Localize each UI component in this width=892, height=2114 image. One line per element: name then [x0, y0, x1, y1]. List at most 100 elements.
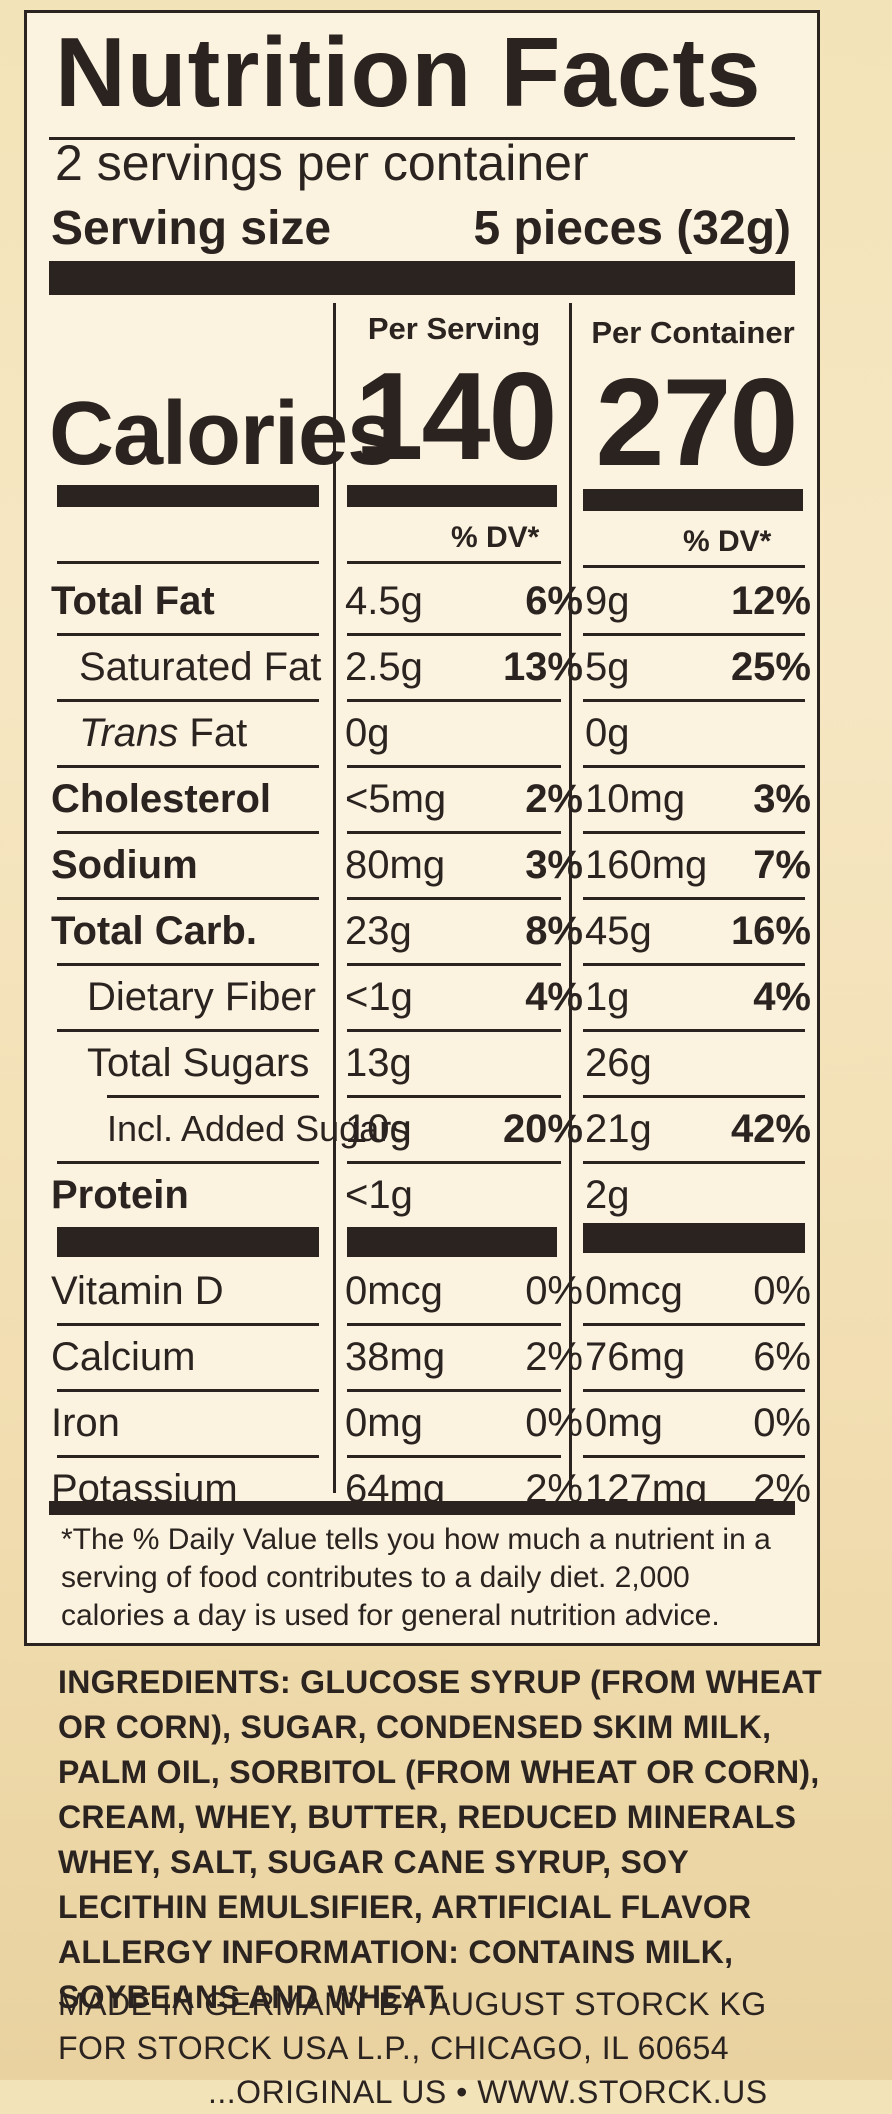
dv-container: 0%	[753, 1269, 811, 1313]
vitamin-row: Vitamin D 0mcg 0% 0mcg 0%	[27, 1259, 817, 1323]
nutrient-name: Total Sugars	[87, 1041, 310, 1085]
calories-bar-3	[583, 489, 803, 511]
serving-size-label: Serving size	[51, 202, 332, 255]
nutrient-name: Total Carb.	[51, 909, 257, 953]
amount-serving: 38mg	[345, 1335, 446, 1379]
nutrient-name: Sodium	[51, 843, 198, 887]
dv-serving: 20%	[502, 1107, 583, 1151]
ingredients-text: INGREDIENTS: GLUCOSE SYRUP (FROM WHEAT O…	[58, 1664, 823, 1925]
dv-container: 0%	[753, 1401, 811, 1445]
daily-value-footnote: *The % Daily Value tells you how much a …	[61, 1523, 771, 1632]
dv-serving: 0%	[525, 1401, 583, 1445]
dv-container: 6%	[753, 1335, 811, 1379]
dv-rule-3	[583, 565, 805, 568]
amount-serving: 0mcg	[345, 1269, 443, 1313]
nutrition-facts-title: Nutrition Facts	[55, 17, 762, 127]
amount-container: 26g	[585, 1041, 652, 1085]
amount-container: 1g	[585, 975, 630, 1019]
calories-per-container: 270	[595, 354, 799, 492]
nutrient-name: Incl. Added Sugars	[107, 1108, 410, 1149]
amount-container: 0g	[585, 711, 630, 755]
serving-size-value: 5 pieces (32g)	[473, 202, 791, 255]
dv-container: 42%	[730, 1107, 811, 1151]
column-divider-1	[333, 303, 336, 1493]
dv-serving: 2%	[525, 777, 583, 821]
vitamin-name: Vitamin D	[51, 1269, 224, 1313]
allergy-text: ALLERGY INFORMATION: CONTAINS MILK, SOYB…	[58, 1934, 734, 2015]
nutrient-row: Protein <1g 2g	[27, 1163, 817, 1227]
nutrient-name: Protein	[51, 1173, 189, 1217]
amount-container: 160mg	[585, 843, 708, 887]
amount-container: 0mcg	[585, 1269, 683, 1313]
nutrient-row: Total Sugars 13g 26g	[27, 1031, 817, 1095]
calories-label: Calories	[49, 384, 397, 484]
nutrient-name: Saturated Fat	[79, 645, 322, 689]
amount-serving: 10g	[345, 1107, 412, 1151]
vitamin-row: Iron 0mg 0% 0mg 0%	[27, 1391, 817, 1455]
nutrient-name: Trans Fat	[79, 711, 248, 755]
protein-bar-1	[57, 1227, 319, 1257]
dv-container: 7%	[753, 843, 811, 887]
footnote-bar	[49, 1501, 795, 1515]
nutrient-row: Total Fat 4.5g 6% 9g 12%	[27, 569, 817, 633]
nutrient-row: Incl. Added Sugars 10g 20% 21g 42%	[27, 1097, 817, 1161]
amount-container: 5g	[585, 645, 630, 689]
dv-rule-1	[57, 561, 319, 564]
nutrient-row: Cholesterol <5mg 2% 10mg 3%	[27, 767, 817, 831]
dv-serving: 13%	[502, 645, 583, 689]
dv-container: 25%	[730, 645, 811, 689]
amount-container: 0mg	[585, 1401, 663, 1445]
per-serving-header: Per Serving	[367, 311, 541, 346]
dv-serving: 0%	[525, 1269, 583, 1313]
nutrient-name: Cholesterol	[51, 777, 272, 821]
servings-per-container: 2 servings per container	[55, 135, 589, 191]
nutrient-row: Total Carb. 23g 8% 45g 16%	[27, 899, 817, 963]
amount-serving: 0mg	[345, 1401, 423, 1445]
nutrient-row: Trans Fat 0g 0g	[27, 701, 817, 765]
amount-container: 76mg	[585, 1335, 686, 1379]
calories-bar-2	[347, 485, 557, 507]
amount-serving: 4.5g	[345, 579, 423, 623]
protein-bar-3	[583, 1223, 805, 1253]
dv-serving: 3%	[525, 843, 583, 887]
amount-serving: <1g	[345, 975, 413, 1019]
amount-serving: 2.5g	[345, 645, 423, 689]
title-rule	[49, 137, 795, 140]
dv-container: 4%	[753, 975, 811, 1019]
dv-serving: 8%	[525, 909, 583, 953]
calories-per-serving: 140	[354, 348, 558, 486]
dv-container: 12%	[730, 579, 811, 623]
serving-size-bar	[49, 261, 795, 295]
amount-container: 21g	[585, 1107, 652, 1151]
per-container-header: Per Container	[591, 315, 795, 350]
vitamin-name: Iron	[51, 1401, 120, 1445]
made-in-line-1: MADE IN GERMANY BY AUGUST STORCK KG	[58, 1986, 767, 2022]
amount-container: 2g	[585, 1173, 630, 1217]
amount-container: 10mg	[585, 777, 686, 821]
vitamin-row: Calcium 38mg 2% 76mg 6%	[27, 1325, 817, 1389]
amount-serving: 80mg	[345, 843, 446, 887]
calories-bar-1	[57, 485, 319, 507]
dv-serving: 2%	[525, 1335, 583, 1379]
nutrient-row: Sodium 80mg 3% 160mg 7%	[27, 833, 817, 897]
amount-container: 9g	[585, 579, 630, 623]
made-in-line-2: FOR STORCK USA L.P., CHICAGO, IL 60654	[58, 2030, 730, 2066]
amount-serving: 0g	[345, 711, 390, 755]
amount-serving: <1g	[345, 1173, 413, 1217]
made-in-line-3: ...ORIGINAL US • WWW.STORCK.US	[208, 2074, 768, 2110]
nutrient-row: Saturated Fat 2.5g 13% 5g 25%	[27, 635, 817, 699]
ingredients-block: INGREDIENTS: GLUCOSE SYRUP (FROM WHEAT O…	[58, 1660, 838, 2020]
nutrient-row: Dietary Fiber <1g 4% 1g 4%	[27, 965, 817, 1029]
vitamin-name: Calcium	[51, 1335, 196, 1379]
nutrient-name: Dietary Fiber	[87, 975, 316, 1019]
amount-serving: <5mg	[345, 777, 447, 821]
amount-serving: 13g	[345, 1041, 412, 1085]
nutrient-name: Total Fat	[51, 579, 215, 623]
dv-header-container: % DV*	[683, 525, 772, 558]
column-divider-2	[569, 303, 572, 1493]
dv-serving: 4%	[525, 975, 583, 1019]
dv-header-serving: % DV*	[451, 521, 540, 554]
nutrition-facts-panel: Nutrition Facts 2 servings per container…	[24, 10, 820, 1646]
protein-bar-2	[347, 1227, 557, 1257]
dv-serving: 6%	[525, 579, 583, 623]
